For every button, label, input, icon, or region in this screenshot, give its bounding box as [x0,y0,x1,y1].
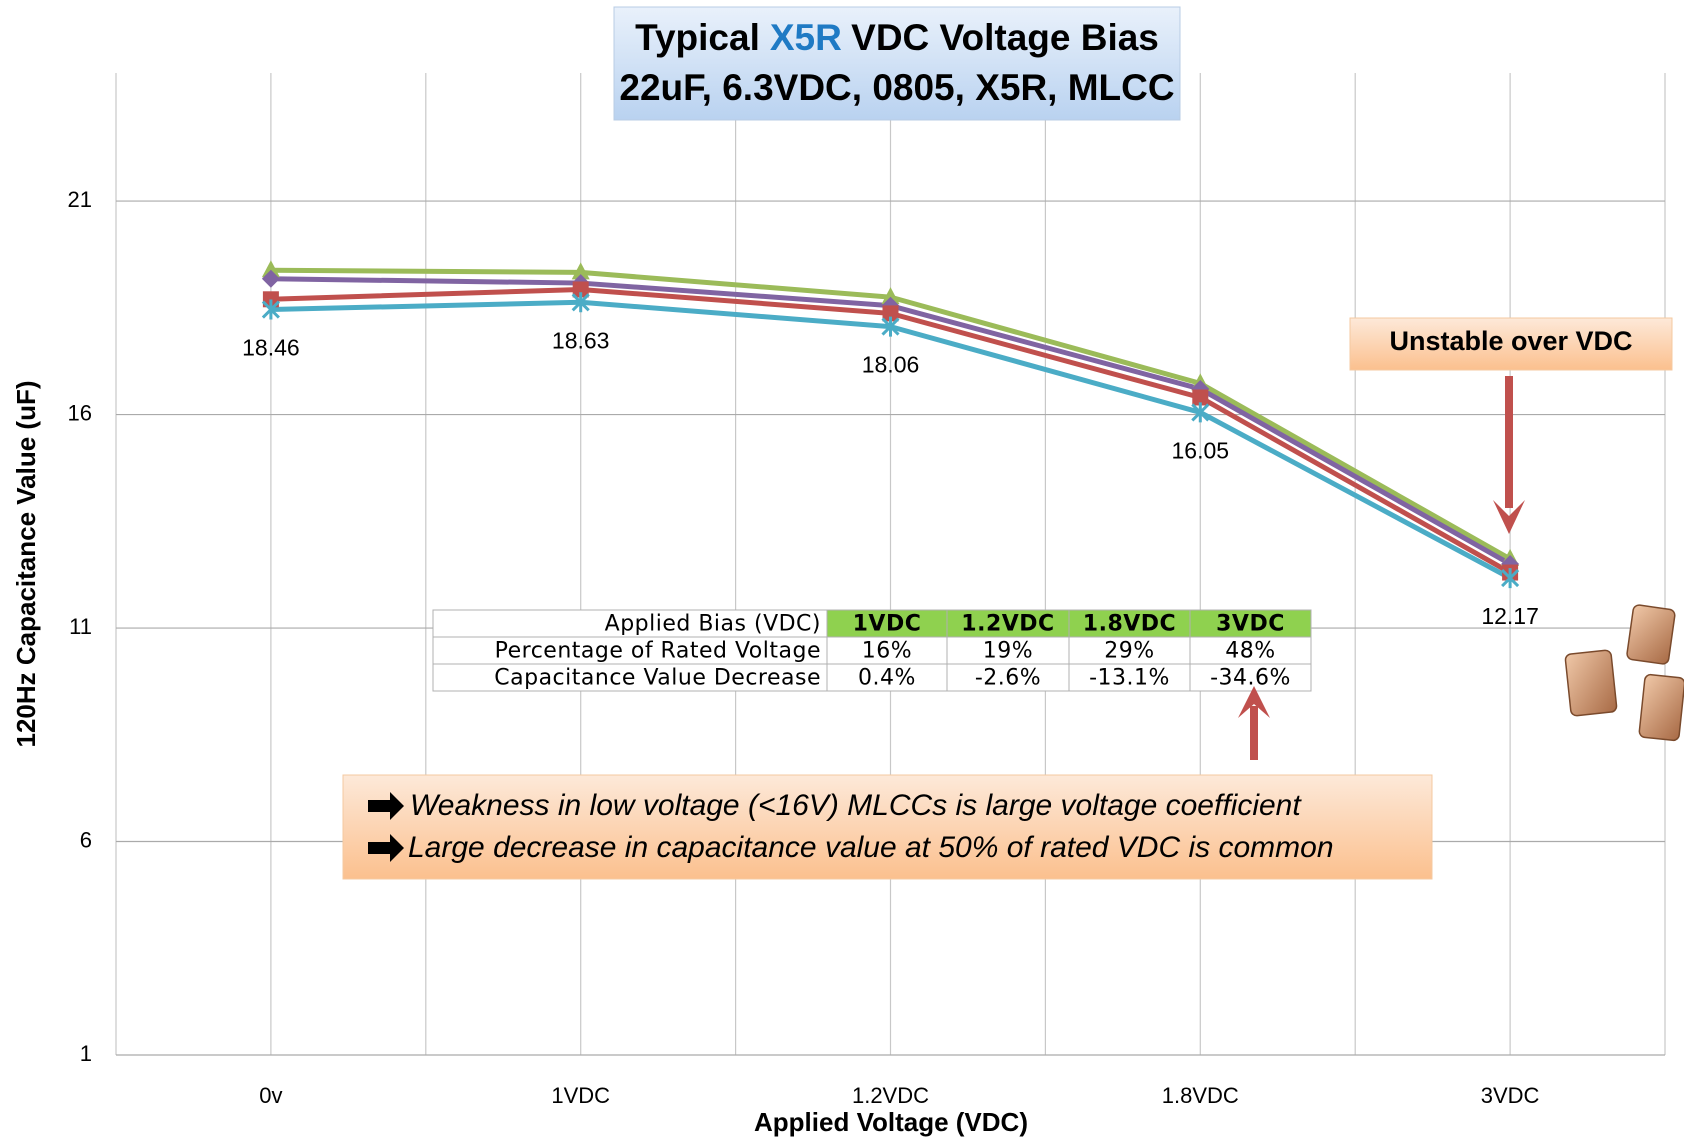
note-arrow [368,792,404,820]
y-tick-label: 1 [80,1041,92,1066]
table-text: Capacitance Value Decrease [494,666,821,691]
point [261,269,280,288]
y-tick-label: 21 [68,187,92,212]
capacitor [1638,673,1684,742]
title-part: VDC Voltage Bias [851,17,1159,58]
x-tick-label: 1.2VDC [852,1083,929,1108]
table-cell [432,609,828,638]
title-highlight: X5R [770,17,841,58]
table-cell [1068,663,1191,692]
table-cell [1068,636,1191,665]
data-label: 16.05 [1172,438,1230,464]
data-label: 12.17 [1481,603,1539,629]
table-cell [946,636,1070,665]
callout-box [1349,317,1673,371]
table-text: Percentage of Rated Voltage [495,639,821,664]
table-cell [1068,609,1191,638]
y-axis-label: 120Hz Capacitance Value (uF) [11,380,41,747]
plot: 18.46 18.63 18.06 16.05 12.17 [242,260,1539,629]
point [571,292,590,313]
table-text: Applied Bias (VDC) [605,612,821,637]
table-text: -2.6% [975,666,1041,691]
point [882,305,899,322]
table-text: 16% [862,639,912,664]
point [571,262,590,280]
point [572,281,589,298]
point [881,316,900,337]
data-label: 18.46 [242,335,300,361]
arrows [1238,376,1525,760]
x-tick-label: 1.8VDC [1162,1083,1239,1108]
x-tick-label: 1VDC [551,1083,610,1108]
data-label: 18.06 [862,352,920,378]
arrow-shaft [1505,376,1513,508]
table-cell [826,636,948,665]
table-text: 1.2VDC [961,612,1054,637]
callout-text: Unstable over VDC [1389,326,1632,356]
title-part: Typical [635,17,760,58]
y-tick-label: 16 [68,400,92,425]
point [262,291,279,308]
point [1501,568,1520,589]
point [1191,402,1210,423]
data-label: 18.63 [552,327,610,353]
data-table: Applied Bias (VDC) 1VDC 1.2VDC 1.8VDC 3VDC Pe… [432,609,1312,692]
y-tick-label: 11 [69,614,92,639]
chart-title: Typical X5R VDC Voltage Bias [635,17,1159,58]
y-tick-label: 6 [80,827,92,852]
table-text: 3VDC [1216,612,1285,637]
x-tick-label: 0v [259,1083,282,1108]
x-tick-label: 3VDC [1481,1083,1540,1108]
note-arrow [368,834,404,862]
table-cell [1189,609,1312,638]
x-axis-label: Applied Voltage (VDC) [754,1107,1028,1137]
capacitor [1626,604,1676,665]
note-line: Weakness in low voltage (<16V) MLCCs is … [410,789,1302,822]
table-text: 29% [1104,639,1154,664]
table-cell [826,663,948,692]
capacitor [1564,649,1618,717]
notes-box [342,774,1433,880]
table-text: -34.6% [1210,666,1291,691]
point [261,260,280,278]
arrow-head [1238,686,1270,718]
table-cell [826,609,948,638]
arrow-shaft [1250,706,1258,760]
table-text: -13.1% [1089,666,1170,691]
table-text: 1VDC [853,612,922,637]
capacitor-images [1564,604,1684,742]
arrow-head [1493,500,1525,534]
table-cell [432,663,828,692]
table-text: 48% [1225,639,1275,664]
chart-subtitle: 22uF, 6.3VDC, 0805, X5R, MLCC [619,67,1174,108]
note-line: Large decrease in capacitance value at 5… [408,831,1334,864]
title-box [613,6,1181,121]
note-arrows [368,792,404,862]
point [881,287,900,305]
table-text: 19% [983,639,1033,664]
point [1192,389,1209,406]
table-text: 0.4% [858,666,916,691]
table-cell [432,636,828,665]
point [261,299,280,320]
table-text: 1.8VDC [1083,612,1176,637]
table-cell [1189,663,1312,692]
